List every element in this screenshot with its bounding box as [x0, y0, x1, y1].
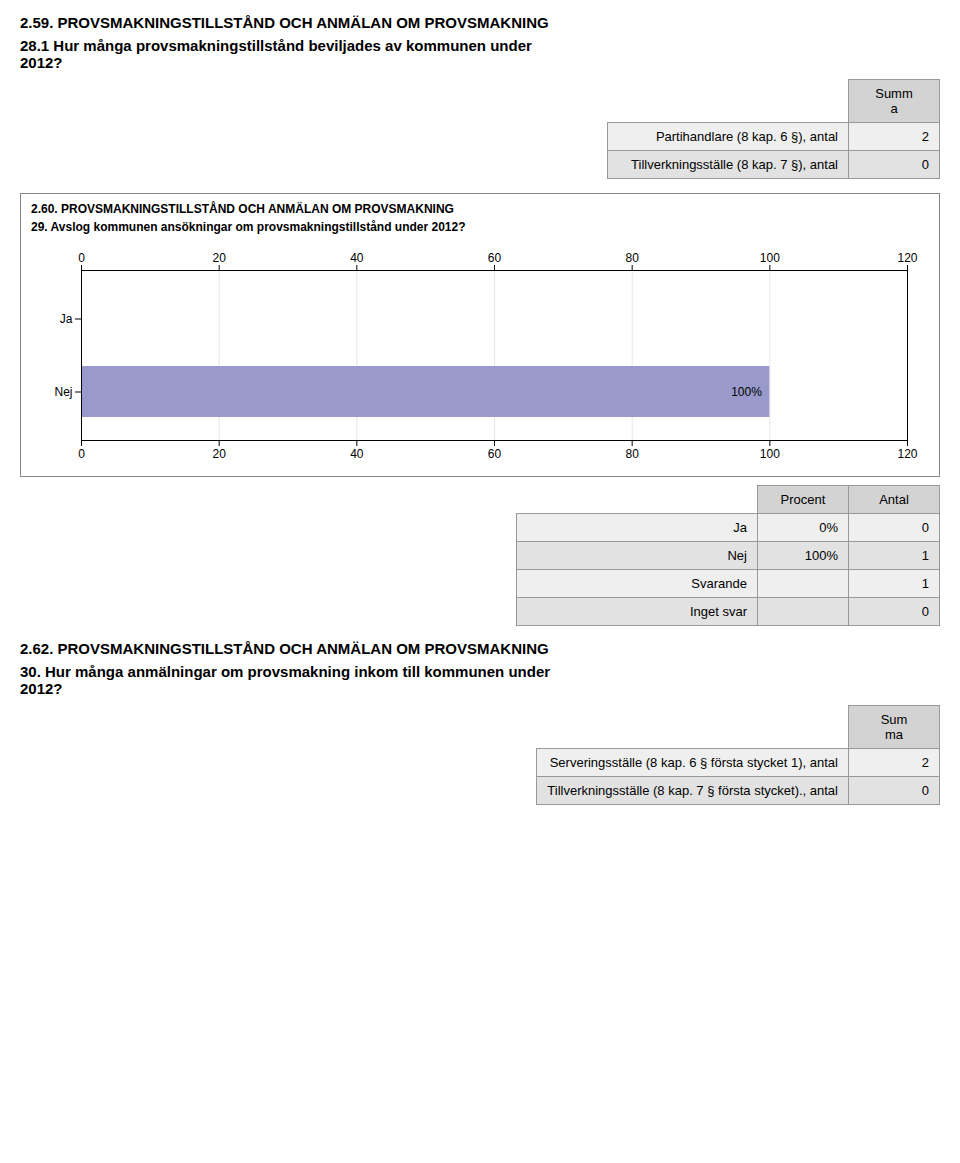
html-text:Partihandlare (8 kap. 6 §), an: Partihandlare (8 kap. 6 §), antal: [655, 129, 838, 144]
html-text:0%: 0%: [819, 520, 838, 535]
svg-text:80: 80: [625, 447, 639, 461]
html-text:2: 2: [921, 755, 929, 770]
html-text:Svarande: Svarande: [691, 576, 747, 591]
html-text:0: 0: [921, 520, 929, 535]
svg-text:40: 40: [350, 251, 364, 265]
html-text:29. Avslog kommunen ansökninga: 29. Avslog kommunen ansökningar om provs…: [31, 220, 466, 234]
html-text:2.59. PROVSMAKNINGSTILLSTÅND O: 2.59. PROVSMAKNINGSTILLSTÅND OCH ANMÄLAN…: [20, 14, 549, 31]
html-text:0: 0: [921, 783, 929, 798]
html-text:1: 1: [921, 576, 929, 591]
html-text:Sum ma: Sum ma: [880, 712, 908, 742]
html-text:0: 0: [921, 157, 929, 172]
html-text:28.1 Hur många provsmakningsti: 28.1 Hur många provsmakningstillstånd be…: [20, 37, 532, 71]
svg-text:0: 0: [78, 447, 85, 461]
html-text:Procent: Procent: [780, 492, 826, 507]
svg-text:20: 20: [212, 447, 226, 461]
html-text:2: 2: [921, 129, 929, 144]
html-text:Nej: Nej: [727, 548, 747, 563]
html-text:Tillverkningsställe (8 kap. 7: Tillverkningsställe (8 kap. 7 § första s…: [547, 783, 838, 798]
svg-text:Ja: Ja: [60, 312, 73, 326]
svg-text:60: 60: [488, 447, 502, 461]
html-text:100%: 100%: [804, 548, 838, 563]
html-text:1: 1: [921, 548, 929, 563]
html-text:30. Hur många anmälningar om p: 30. Hur många anmälningar om provsmaknin…: [20, 663, 551, 697]
html-text:2.60. PROVSMAKNINGSTILLSTÅND O: 2.60. PROVSMAKNINGSTILLSTÅND OCH ANMÄLAN…: [31, 202, 454, 216]
html-text:Serveringsställe (8 kap. 6 § f: Serveringsställe (8 kap. 6 § första styc…: [549, 755, 838, 770]
html-text:Ja: Ja: [733, 520, 747, 535]
svg-text:100: 100: [760, 447, 780, 461]
svg-text:0: 0: [78, 251, 85, 265]
svg-text:60: 60: [488, 251, 502, 265]
html-text:Inget svar: Inget svar: [689, 604, 747, 619]
html-text:Tillverkningsställe (8 kap. 7: Tillverkningsställe (8 kap. 7 §), antal: [631, 157, 838, 172]
svg-text:80: 80: [625, 251, 639, 265]
svg-text:100: 100: [760, 251, 780, 265]
svg-text:120: 120: [897, 251, 917, 265]
html-text:Summ a: Summ a: [875, 86, 913, 116]
svg-text:20: 20: [212, 251, 226, 265]
svg-text:40: 40: [350, 447, 364, 461]
html-text:0: 0: [921, 604, 929, 619]
svg-text:100%: 100%: [731, 385, 762, 399]
html-text:Antal: Antal: [879, 492, 909, 507]
html-text:2.62. PROVSMAKNINGSTILLSTÅND O: 2.62. PROVSMAKNINGSTILLSTÅND OCH ANMÄLAN…: [20, 640, 549, 657]
svg-text:120: 120: [897, 447, 917, 461]
svg-text:Nej: Nej: [54, 385, 72, 399]
